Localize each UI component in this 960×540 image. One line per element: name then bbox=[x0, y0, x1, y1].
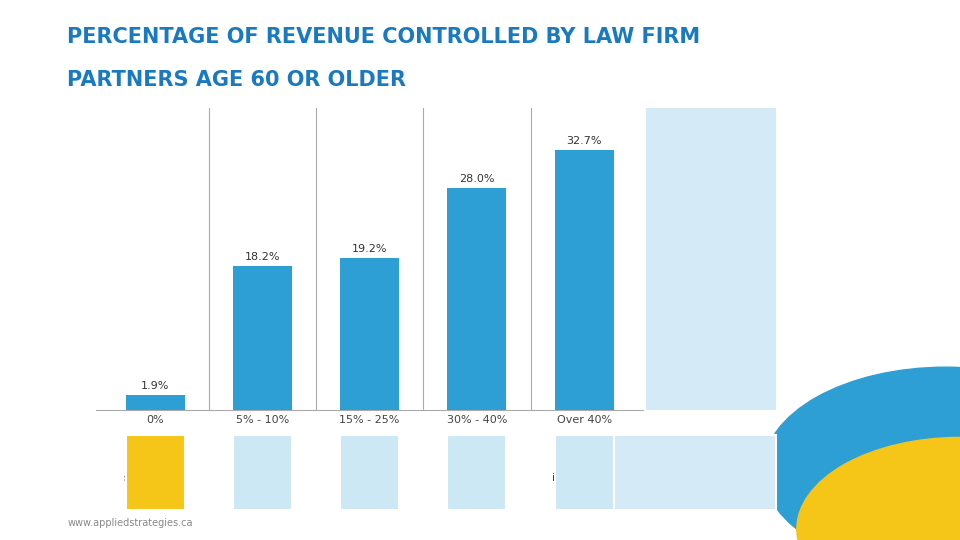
Bar bbox=[340, 258, 399, 410]
Text: Start
planning: Start planning bbox=[347, 462, 393, 483]
Text: www.appliedstrategies.ca: www.appliedstrategies.ca bbox=[67, 518, 193, 528]
Text: Manage
actively: Manage actively bbox=[456, 462, 497, 483]
Text: 32.7%: 32.7% bbox=[566, 136, 602, 146]
Text: Percentage of
revenue controlled
by partners age 60
or older in law firms
with: Percentage of revenue controlled by part… bbox=[660, 205, 761, 270]
Bar bbox=[232, 266, 292, 410]
Text: 18.2%: 18.2% bbox=[245, 252, 280, 261]
Text: PERCENTAGE OF REVENUE CONTROLLED BY LAW FIRM: PERCENTAGE OF REVENUE CONTROLLED BY LAW … bbox=[67, 27, 701, 47]
Bar bbox=[447, 187, 507, 410]
Text: 1.9%: 1.9% bbox=[141, 381, 169, 391]
Text: Intervene
immediately: Intervene immediately bbox=[552, 462, 617, 483]
Text: Partner
succession: Partner succession bbox=[123, 462, 187, 483]
Bar bbox=[555, 150, 613, 410]
Text: 50-99 lawyers: 50-99 lawyers bbox=[670, 316, 752, 326]
Bar bbox=[126, 395, 184, 410]
Text: 28.0%: 28.0% bbox=[459, 173, 494, 184]
Text: PARTNERS AGE 60 OR OLDER: PARTNERS AGE 60 OR OLDER bbox=[67, 70, 406, 90]
Text: Not yet
critical: Not yet critical bbox=[243, 462, 281, 483]
Text: 19.2%: 19.2% bbox=[352, 244, 387, 254]
